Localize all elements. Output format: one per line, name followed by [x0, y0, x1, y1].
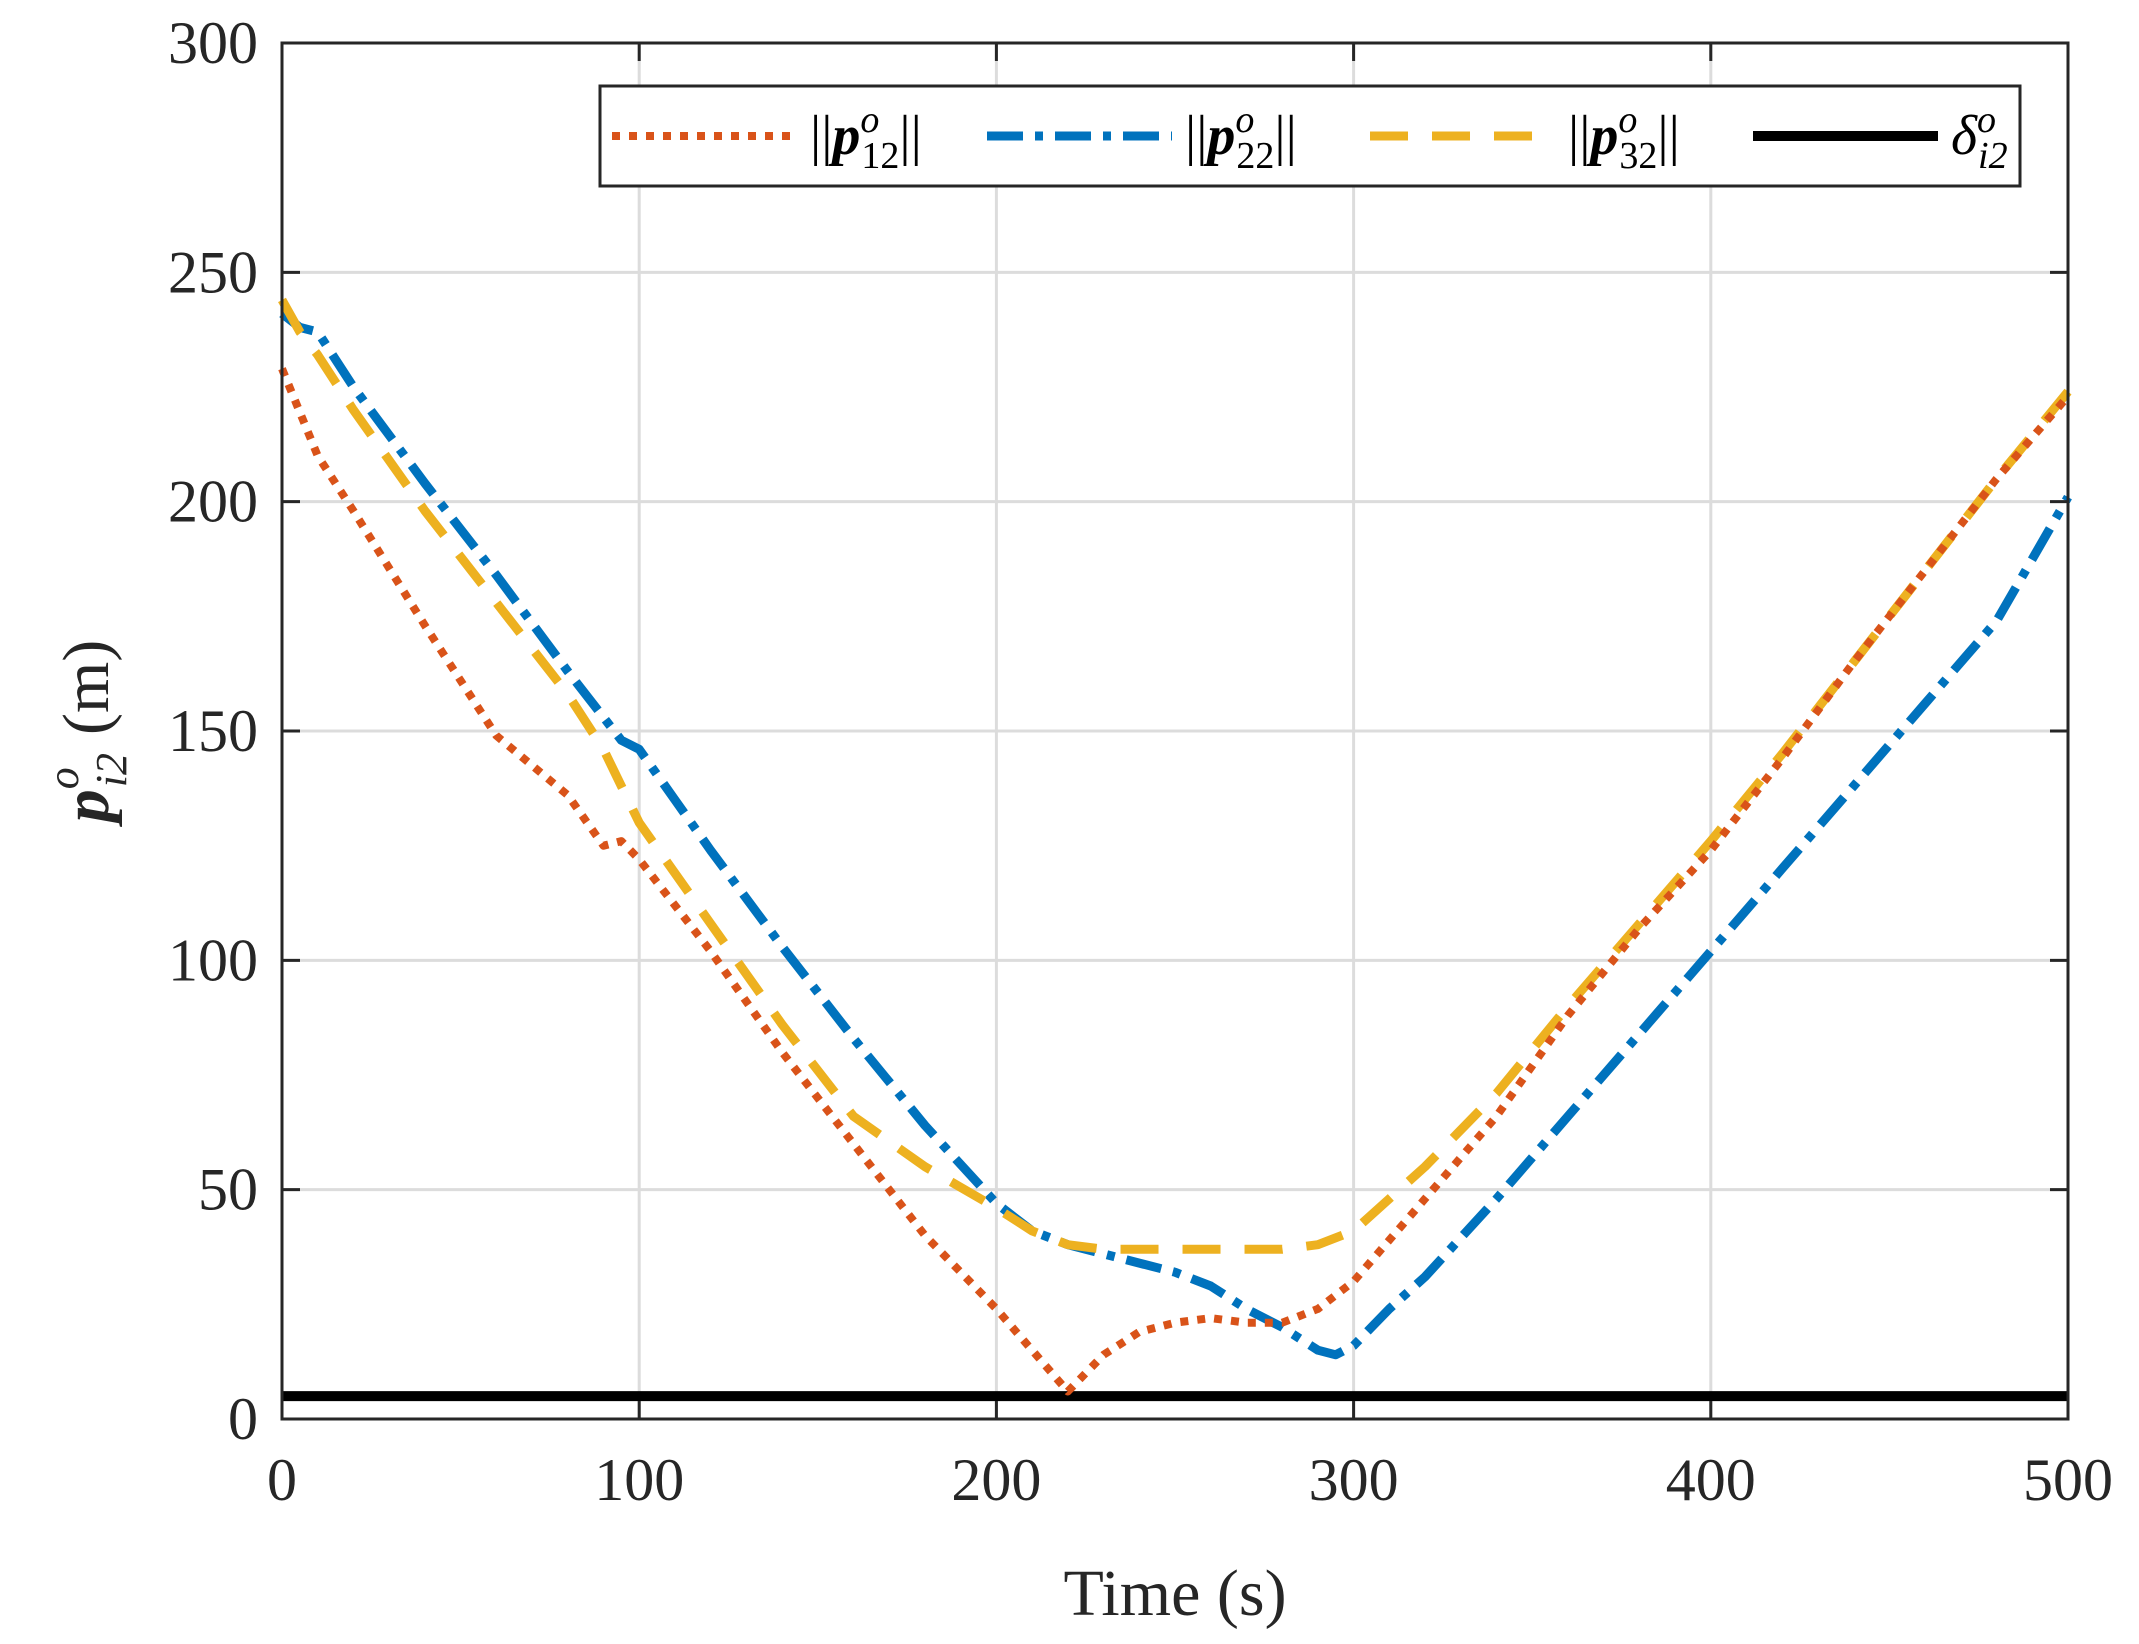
svg-text:poi2(m): poi2 (m)	[39, 640, 136, 828]
legend-norm-open: ||	[1185, 105, 1207, 167]
legend-norm-close: ||	[1274, 105, 1296, 167]
y-tick-label: 250	[168, 239, 258, 305]
x-tick-label: 500	[2023, 1447, 2113, 1513]
x-tick-label: 400	[1666, 1447, 1756, 1513]
y-tick-label: 100	[168, 927, 258, 993]
legend: ||po 12|| ||po 22|| ||po 32|| δo i2	[598, 84, 2022, 188]
legend-symbol: p	[1203, 105, 1235, 167]
legend-symbol: p	[1586, 105, 1618, 167]
legend-norm-close: ||	[899, 105, 921, 167]
series-line-3	[278, 297, 2072, 1254]
y-tick-label: 0	[228, 1386, 258, 1452]
y-tick-label: 50	[198, 1157, 258, 1223]
x-tick-label: 200	[951, 1447, 1041, 1513]
legend-subscript: 32	[1619, 135, 1657, 177]
y-tick-label: 150	[168, 698, 258, 764]
legend-norm-open: ||	[810, 105, 832, 167]
y-axis-superscript: o	[39, 767, 88, 789]
y-axis-title: poi2 (m)	[39, 640, 136, 828]
x-axis-title: Time (s)	[1063, 1557, 1286, 1630]
legend-superscript: o	[1977, 99, 1996, 141]
y-tick-label: 300	[168, 10, 258, 76]
legend-superscript: o	[860, 99, 879, 141]
legend-superscript: o	[1235, 99, 1254, 141]
legend-symbol: δ	[1951, 105, 1978, 167]
series-group	[278, 297, 2072, 1402]
legend-label-1: ||po 12||	[810, 99, 922, 177]
legend-superscript: o	[1618, 99, 1637, 141]
axis-ticks: 0 100 200 300 400 500 0 50 100 150 200 250 300	[168, 10, 2113, 1513]
legend-label-2: ||po 22||	[1185, 99, 1297, 177]
y-axis-unit: (m)	[50, 640, 123, 735]
y-axis-symbol: p	[50, 789, 123, 827]
x-tick-label: 300	[1309, 1447, 1399, 1513]
series-line-1	[278, 367, 2072, 1396]
grid	[280, 41, 2070, 1421]
legend-symbol: p	[828, 105, 860, 167]
legend-subscript: i2	[1978, 135, 2008, 177]
legend-subscript: 12	[861, 135, 899, 177]
y-axis-subscript: i2	[87, 753, 136, 787]
legend-subscript: 22	[1236, 135, 1274, 177]
legend-label-3: ||po 32||	[1568, 99, 1680, 177]
y-tick-label: 200	[168, 469, 258, 535]
series-line-2	[279, 310, 2072, 1360]
legend-label-4: δo i2	[1951, 99, 2008, 177]
legend-norm-close: ||	[1657, 105, 1679, 167]
legend-norm-open: ||	[1568, 105, 1590, 167]
x-tick-label: 0	[267, 1447, 297, 1513]
x-tick-label: 100	[594, 1447, 684, 1513]
